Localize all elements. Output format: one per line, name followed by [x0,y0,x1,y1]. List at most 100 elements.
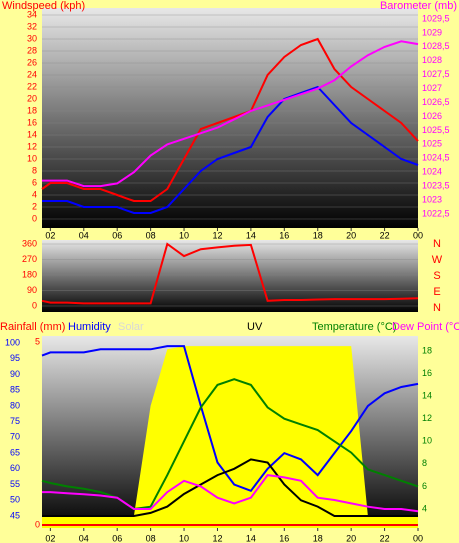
series-line [42,474,419,513]
y2-axis-label: Barometer (mb) [380,0,457,12]
y-tick-label: 32 [27,21,37,31]
y-tick-label: 2 [32,201,37,211]
y2-tick-label: 18 [422,345,432,355]
y-tick-label: 90 [10,369,20,379]
legend-entry: Humidity [68,321,111,333]
y-tick-label: 12 [27,141,37,151]
y2-tick-label: 1029 [422,27,442,37]
y2-tick-label: E [433,286,440,298]
direction-plot-area [42,240,418,312]
y-tick-label: 30 [27,33,37,43]
x-tick-label: 08 [146,230,156,240]
legend-entry: Rainfall (mm) [0,321,65,333]
y2-tick-label: 1026 [422,111,442,121]
y2-tick-label: N [433,238,441,250]
legend-entry: Solar [118,321,144,333]
x-tick-label: 14 [246,230,256,240]
y-tick-label: 34 [27,9,37,19]
legend-entry: Dew Point (°C [392,321,459,333]
y-tick-label: 0 [32,300,37,310]
y-tick-label: 10 [27,153,37,163]
y3-tick-label: 5 [35,336,40,346]
x-tick-label: 22 [380,533,390,543]
series-line [42,85,419,214]
x-tick-label: 12 [212,230,222,240]
y2-tick-label: 1024,5 [422,153,450,163]
y2-tick-label: 1023,5 [422,181,450,191]
y-tick-label: 270 [22,254,37,264]
y-tick-label: 90 [27,285,37,295]
y2-tick-label: 10 [422,436,432,446]
legend-entry: UV [247,321,263,333]
x-tick-label: 04 [79,230,89,240]
x-tick-label: 02 [45,533,55,543]
y-tick-label: 70 [10,432,20,442]
x-tick-label: 00 [413,533,423,543]
y-tick-label: 16 [27,117,37,127]
x-tick-label: 18 [313,533,323,543]
y2-tick-label: 1025 [422,139,442,149]
area [42,346,418,528]
y-tick-label: 8 [32,165,37,175]
y2-tick-label: 4 [422,503,427,513]
y-tick-label: 80 [10,400,20,410]
legend-entry: Temperature (°C) [312,321,396,333]
y2-tick-label: 16 [422,368,432,378]
x-tick-label: 04 [79,533,89,543]
x-tick-label: 16 [279,230,289,240]
x-tick-label: 22 [380,230,390,240]
y-tick-label: 22 [27,81,37,91]
x-tick-label: 10 [179,533,189,543]
y-tick-label: 20 [27,93,37,103]
y2-tick-label: 1025,5 [422,125,450,135]
x-tick-label: 06 [112,230,122,240]
y2-tick-label: S [433,270,440,282]
y2-tick-label: N [433,302,441,314]
y-tick-label: 60 [10,463,20,473]
y2-tick-label: 1024 [422,167,442,177]
y3-tick-label: 0 [35,519,40,529]
y-tick-label: 360 [22,238,37,248]
y2-tick-label: 14 [422,391,432,401]
x-tick-label: 20 [346,230,356,240]
x-tick-label: 16 [279,533,289,543]
y-tick-label: 4 [32,189,37,199]
series-line [41,242,419,305]
y2-tick-label: 1028 [422,55,442,65]
x-tick-label: 14 [246,533,256,543]
series-line [41,345,419,492]
series-line [41,37,419,202]
y-tick-label: 180 [22,269,37,279]
y-tick-label: 24 [27,69,37,79]
series-line [41,378,419,511]
y-tick-label: 50 [10,495,20,505]
y-tick-label: 18 [27,105,37,115]
y2-tick-label: 12 [422,413,432,423]
y2-tick-label: 1029,5 [422,13,450,23]
y2-tick-label: 1026,5 [422,97,450,107]
x-tick-label: 20 [346,533,356,543]
y-tick-label: 0 [32,213,37,223]
y2-tick-label: 8 [422,458,427,468]
y-tick-label: 75 [10,416,20,426]
x-tick-label: 00 [413,230,423,240]
y2-tick-label: 1027 [422,83,442,93]
y-tick-label: 28 [27,45,37,55]
series-line [42,458,418,517]
series-line [42,40,419,188]
y-tick-label: 6 [32,177,37,187]
x-tick-label: 08 [146,533,156,543]
y-tick-label: 95 [10,353,20,363]
y-tick-label: 14 [27,129,37,139]
y2-tick-label: 6 [422,481,427,491]
y-tick-label: 65 [10,447,20,457]
x-tick-label: 02 [45,230,55,240]
y2-tick-label: 1028,5 [422,41,450,51]
y-tick-label: 26 [27,57,37,67]
y2-tick-label: W [432,254,443,266]
y2-tick-label: 1022,5 [422,208,450,218]
x-tick-label: 18 [313,230,323,240]
y2-tick-label: 1023 [422,194,442,204]
x-tick-label: 10 [179,230,189,240]
